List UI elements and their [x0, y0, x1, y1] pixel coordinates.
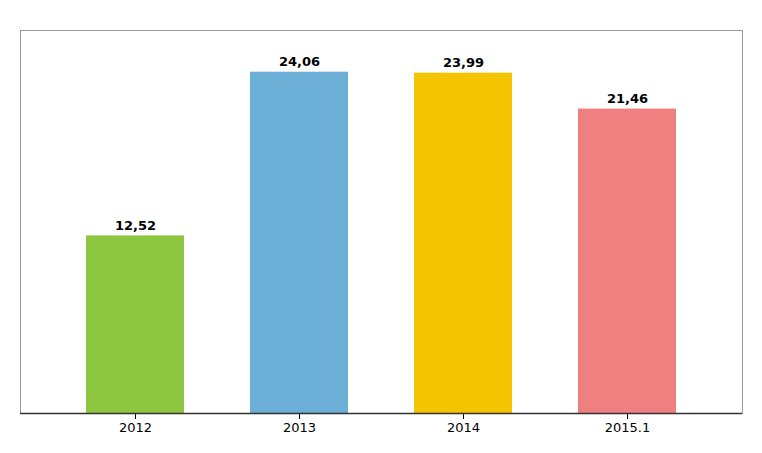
svg-text:24,06: 24,06	[279, 54, 320, 69]
svg-text:2013: 2013	[283, 420, 316, 435]
svg-text:23,99: 23,99	[443, 55, 484, 70]
svg-text:2015.1: 2015.1	[605, 420, 651, 435]
svg-text:21,46: 21,46	[607, 91, 648, 106]
svg-text:12,52: 12,52	[115, 218, 156, 233]
svg-text:2014: 2014	[447, 420, 480, 435]
svg-text:2012: 2012	[119, 420, 152, 435]
